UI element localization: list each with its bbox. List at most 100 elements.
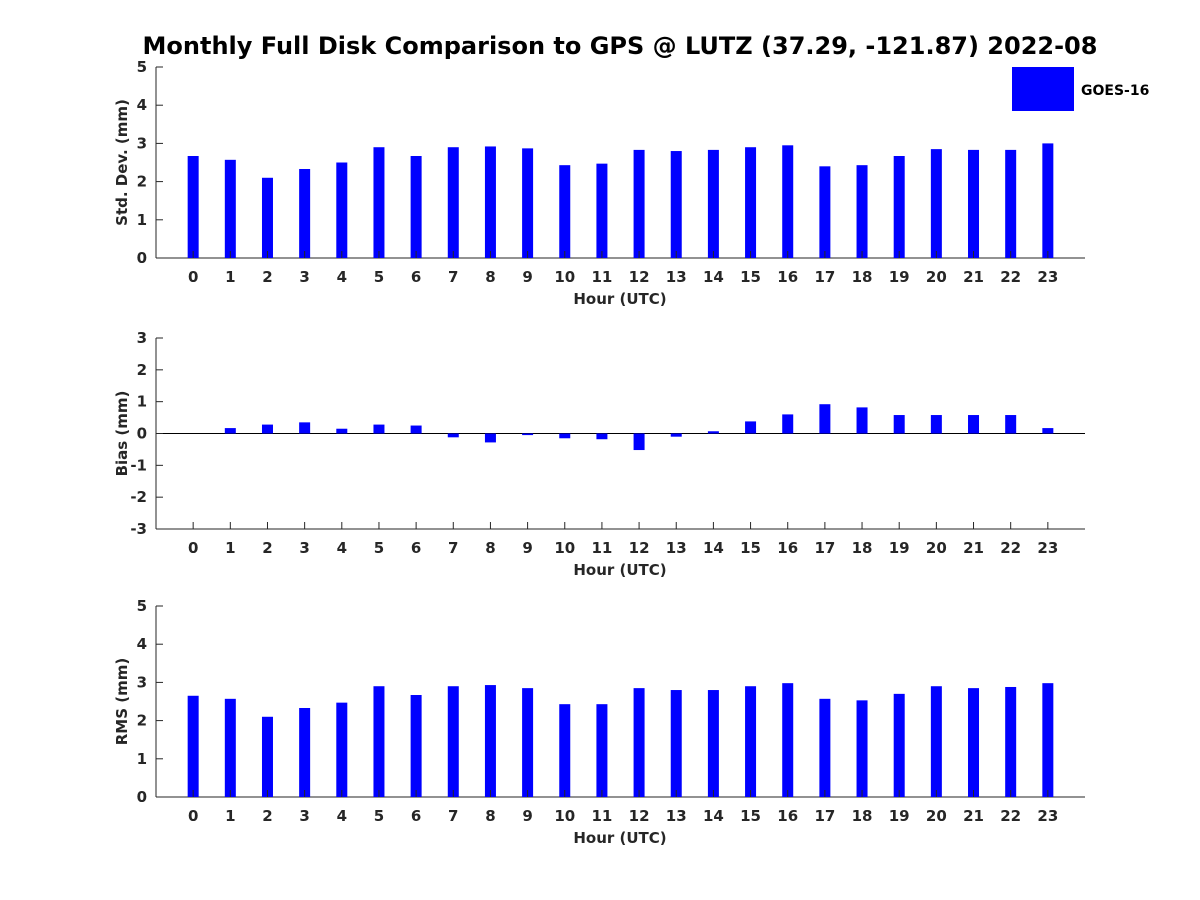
bias-bar bbox=[224, 428, 236, 434]
bias-x-tick-label: 17 bbox=[814, 539, 835, 557]
rms-bar bbox=[819, 698, 831, 797]
std-dev-bar bbox=[893, 156, 905, 258]
rms-x-tick-label: 16 bbox=[777, 807, 798, 825]
bias-x-tick-label: 22 bbox=[1000, 539, 1021, 557]
std-dev-bar bbox=[410, 156, 422, 258]
std-dev-y-axis-label: Std. Dev. (mm) bbox=[113, 99, 131, 226]
bias-bar bbox=[633, 433, 645, 451]
rms-x-tick-label: 13 bbox=[666, 807, 687, 825]
std-dev-x-tick-label: 11 bbox=[591, 268, 612, 286]
bias-bar bbox=[559, 433, 571, 439]
bias-x-tick-label: 0 bbox=[188, 539, 198, 557]
rms-x-tick-label: 3 bbox=[299, 807, 309, 825]
rms-bar bbox=[336, 702, 348, 797]
std-dev-bar bbox=[373, 147, 385, 258]
std-dev-bar bbox=[447, 147, 459, 258]
rms-bar bbox=[224, 698, 236, 797]
std-dev-y-tick-label: 1 bbox=[137, 211, 147, 229]
std-dev-x-tick-label: 18 bbox=[852, 268, 873, 286]
std-dev-bar bbox=[707, 149, 719, 258]
std-dev-bar bbox=[1005, 149, 1017, 258]
bias-bar bbox=[484, 433, 496, 443]
rms-y-tick-label: 5 bbox=[137, 597, 147, 615]
rms-bar bbox=[856, 700, 868, 797]
rms-x-tick-label: 8 bbox=[485, 807, 495, 825]
rms-x-tick-label: 21 bbox=[963, 807, 984, 825]
rms-bar bbox=[1005, 686, 1017, 797]
rms-bar bbox=[522, 688, 534, 797]
rms-bar bbox=[187, 695, 199, 797]
rms-x-tick-label: 7 bbox=[448, 807, 458, 825]
rms-y-tick-label: 3 bbox=[137, 673, 147, 691]
rms-bar bbox=[299, 707, 311, 797]
bias-x-tick-label: 11 bbox=[591, 539, 612, 557]
std-dev-bar bbox=[670, 151, 682, 258]
bias-x-tick-label: 21 bbox=[963, 539, 984, 557]
std-dev-bar bbox=[299, 168, 311, 258]
rms-x-tick-label: 11 bbox=[591, 807, 612, 825]
rms-x-tick-label: 10 bbox=[554, 807, 575, 825]
std-dev-y-tick-label: 2 bbox=[137, 173, 147, 191]
rms-y-tick-label: 4 bbox=[137, 635, 147, 653]
bias-x-tick-label: 4 bbox=[337, 539, 347, 557]
std-dev-x-tick-label: 2 bbox=[262, 268, 272, 286]
std-dev-x-tick-label: 3 bbox=[299, 268, 309, 286]
std-dev-x-tick-label: 13 bbox=[666, 268, 687, 286]
std-dev-bar bbox=[522, 148, 534, 258]
std-dev-y-tick-label: 3 bbox=[137, 134, 147, 152]
rms-bar bbox=[447, 686, 459, 797]
bias-bar bbox=[968, 415, 980, 434]
rms-x-tick-label: 4 bbox=[337, 807, 347, 825]
legend-label: GOES-16 bbox=[1081, 83, 1149, 99]
rms-x-tick-label: 20 bbox=[926, 807, 947, 825]
bias-x-tick-label: 19 bbox=[889, 539, 910, 557]
std-dev-bar bbox=[745, 147, 757, 258]
bias-x-tick-label: 6 bbox=[411, 539, 421, 557]
rms-x-tick-label: 5 bbox=[374, 807, 384, 825]
rms-bar bbox=[745, 686, 757, 797]
legend: GOES-16 bbox=[1012, 67, 1149, 111]
bias-y-tick-label: -3 bbox=[130, 520, 147, 538]
bias-x-tick-label: 8 bbox=[485, 539, 495, 557]
std-dev-x-tick-label: 0 bbox=[188, 268, 198, 286]
bias-x-tick-label: 2 bbox=[262, 539, 272, 557]
bias-bar bbox=[522, 433, 534, 436]
rms-y-axis-label: RMS (mm) bbox=[113, 658, 131, 745]
rms-bar bbox=[782, 683, 794, 797]
rms-x-tick-label: 6 bbox=[411, 807, 421, 825]
rms-x-tick-label: 19 bbox=[889, 807, 910, 825]
std-dev-y-tick-label: 4 bbox=[137, 96, 147, 114]
bias-bar bbox=[707, 431, 719, 434]
bias-y-tick-label: -1 bbox=[130, 456, 147, 474]
std-dev-x-axis-label: Hour (UTC) bbox=[573, 290, 666, 308]
bias-x-tick-label: 20 bbox=[926, 539, 947, 557]
std-dev-bar bbox=[930, 149, 942, 258]
std-dev-bar bbox=[336, 162, 348, 258]
bias-x-tick-label: 9 bbox=[522, 539, 532, 557]
bias-bar bbox=[856, 407, 868, 434]
rms-y-tick-label: 0 bbox=[137, 788, 147, 806]
bias-bar bbox=[782, 414, 794, 434]
std-dev-x-tick-label: 9 bbox=[522, 268, 532, 286]
std-dev-x-tick-label: 1 bbox=[225, 268, 235, 286]
rms-x-tick-label: 14 bbox=[703, 807, 724, 825]
rms-bar bbox=[559, 704, 571, 797]
bias-x-tick-label: 18 bbox=[852, 539, 873, 557]
std-dev-x-tick-label: 21 bbox=[963, 268, 984, 286]
std-dev-bar bbox=[484, 146, 496, 258]
rms-bar bbox=[1042, 683, 1054, 797]
std-dev-bar bbox=[856, 165, 868, 258]
rms-bar bbox=[484, 685, 496, 797]
bias-bar bbox=[745, 421, 757, 434]
rms-x-tick-label: 23 bbox=[1037, 807, 1058, 825]
bias-bar bbox=[373, 424, 385, 434]
std-dev-x-tick-label: 15 bbox=[740, 268, 761, 286]
std-dev-x-tick-label: 16 bbox=[777, 268, 798, 286]
bias-y-tick-label: 1 bbox=[137, 393, 147, 411]
rms-y-tick-label: 2 bbox=[137, 712, 147, 730]
legend-swatch-goes-16 bbox=[1012, 67, 1074, 111]
std-dev-x-tick-label: 5 bbox=[374, 268, 384, 286]
rms-bar bbox=[707, 690, 719, 797]
std-dev-x-tick-label: 19 bbox=[889, 268, 910, 286]
